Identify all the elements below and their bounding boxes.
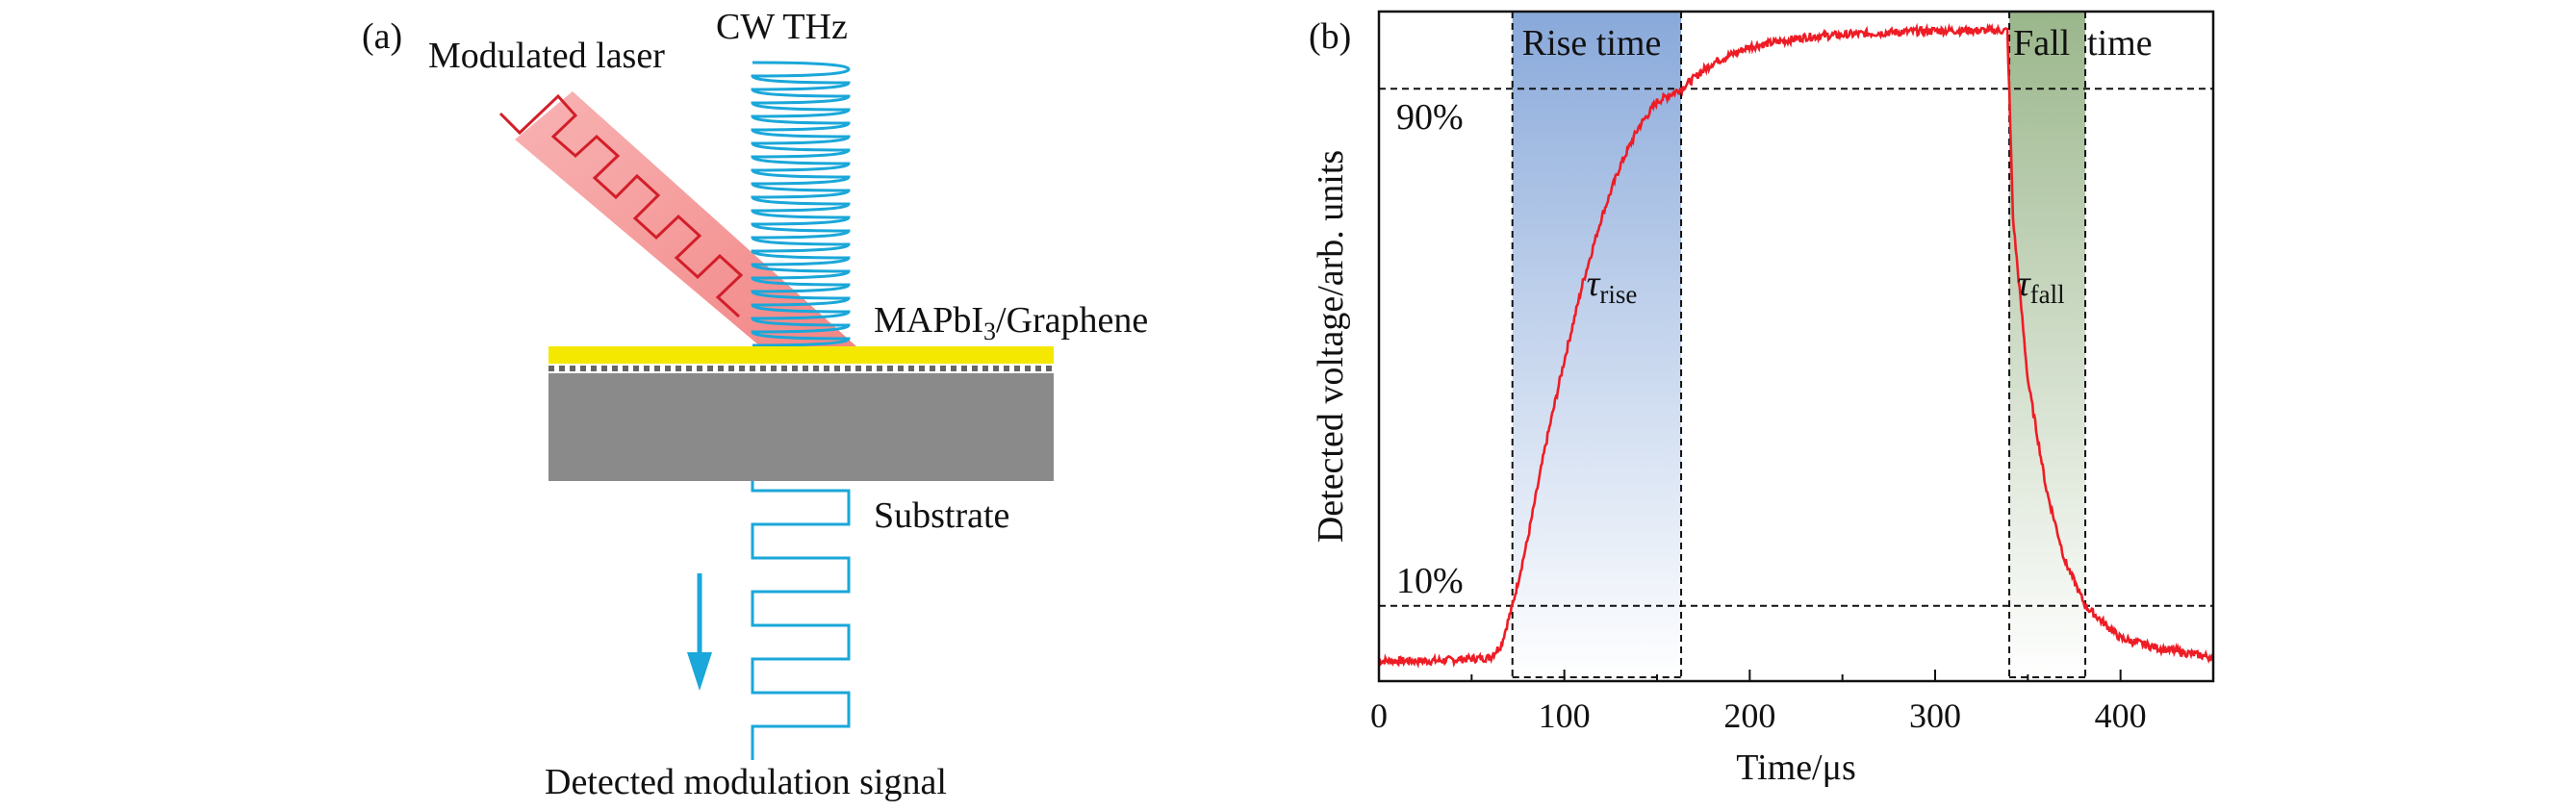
rise-time-label: Rise time — [1522, 23, 1662, 63]
y-axis-label: Detected voltage/arb. units — [1311, 150, 1351, 543]
cw-thz-label: CW THz — [716, 7, 848, 47]
panel-a-tag: (a) — [362, 16, 402, 57]
x-tick-label: 0 — [1370, 697, 1388, 735]
x-tick-label: 100 — [1539, 697, 1591, 735]
thz-wave-transmitted — [751, 481, 851, 760]
tau-fall-label: τfall — [2017, 264, 2065, 309]
x-axis-ticks: 0 100 200 300 400 — [1370, 670, 2147, 735]
x-axis-label: Time/μs — [1736, 748, 1856, 788]
signal-series-line — [1378, 22, 2214, 669]
material-label: MAPbI3/Graphene — [874, 300, 1148, 345]
threshold-90-label: 90% — [1396, 97, 1464, 138]
plot-frame — [1377, 10, 2215, 683]
signal-arrow-head — [687, 652, 712, 691]
tau-rise-label: τrise — [1587, 264, 1638, 309]
thz-wave-incident — [751, 61, 851, 347]
fall-region — [2009, 12, 2086, 681]
fall-label: Fall — [2013, 23, 2070, 63]
threshold-10-label: 10% — [1396, 561, 1464, 601]
detected-signal-label: Detected modulation signal — [545, 762, 947, 802]
x-tick-label: 300 — [1909, 697, 1961, 735]
panel-b-tag: (b) — [1309, 16, 1351, 57]
substrate-block — [548, 373, 1054, 481]
plot-area: 90% 10% Rise time Fall time τrise τfall … — [1311, 10, 2215, 788]
rise-region — [1512, 12, 1682, 681]
laser-square-wave — [498, 93, 744, 318]
panel-a: (a) CW THz Modulated laser MAPbI3/Graphe… — [362, 7, 1148, 802]
x-tick-label: 400 — [2095, 697, 2147, 735]
x-tick-label: 200 — [1723, 697, 1775, 735]
perovskite-layer — [548, 346, 1054, 364]
modulated-laser-label: Modulated laser — [428, 36, 665, 76]
substrate-label: Substrate — [874, 495, 1009, 536]
time-label: time — [2087, 23, 2153, 63]
panel-b: (b) 90% 10% Rise time Fall time τrise τf… — [1309, 10, 2215, 788]
